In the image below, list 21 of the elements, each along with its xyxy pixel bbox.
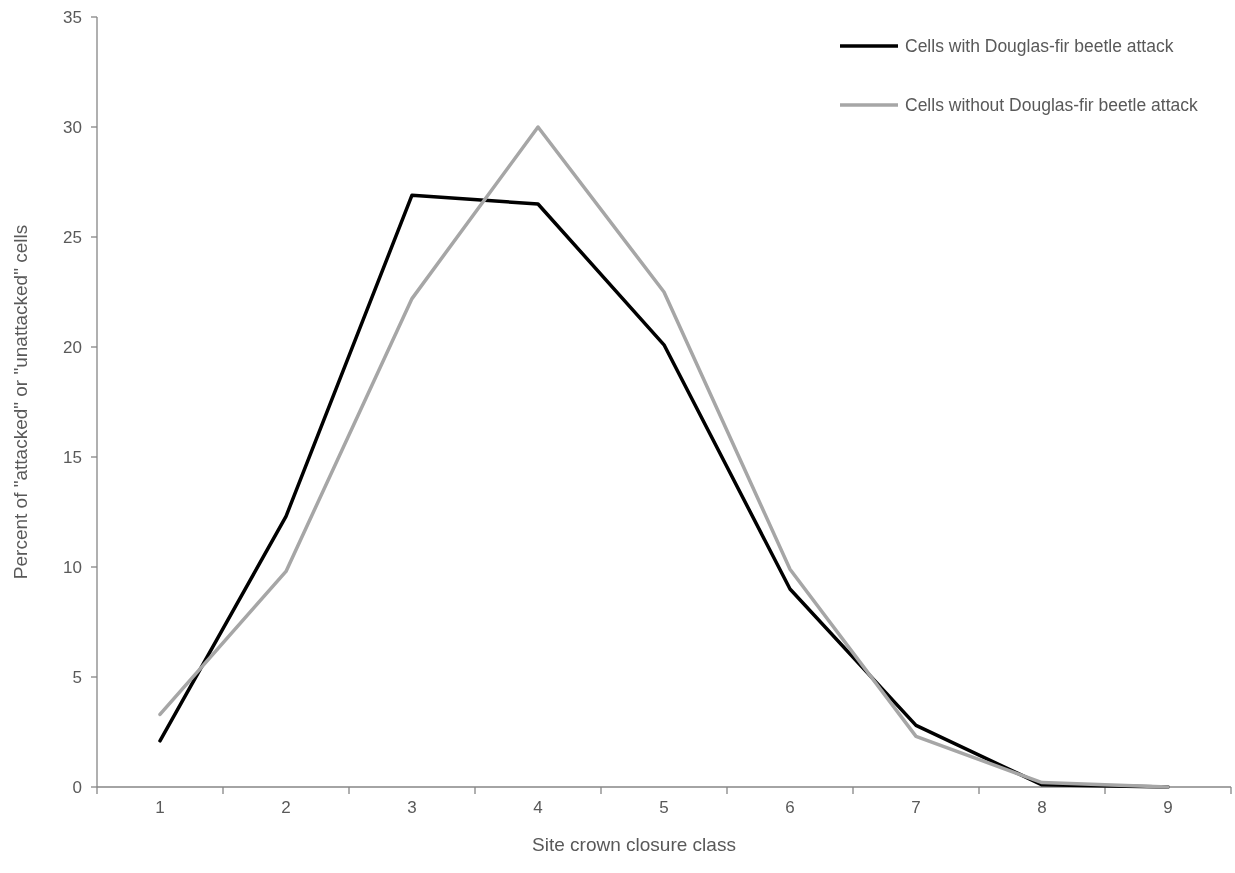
- legend-label: Cells without Douglas-fir beetle attack: [905, 95, 1199, 116]
- x-tick-label: 6: [785, 798, 795, 817]
- x-tick-label: 1: [155, 798, 165, 817]
- y-tick-label: 5: [72, 667, 82, 687]
- y-tick-label: 30: [63, 117, 82, 137]
- y-tick-label: 10: [63, 557, 82, 577]
- y-tick-label: 25: [63, 227, 82, 247]
- x-tick-label: 5: [659, 798, 669, 817]
- x-tick-label: 9: [1163, 798, 1173, 817]
- y-tick-label: 15: [63, 447, 82, 467]
- x-tick-label: 2: [281, 798, 291, 817]
- y-tick-label: 35: [63, 7, 82, 27]
- y-tick-label: 0: [72, 777, 82, 797]
- y-axis-title: Percent of "attacked" or "unattacked" cells: [10, 224, 31, 580]
- x-tick-label: 8: [1037, 798, 1047, 817]
- y-tick-label: 20: [63, 337, 82, 357]
- x-tick-label: 3: [407, 798, 417, 817]
- legend-label: Cells with Douglas-fir beetle attack: [905, 36, 1174, 57]
- x-axis-title: Site crown closure class: [532, 834, 736, 855]
- x-tick-label: 7: [911, 798, 921, 817]
- x-tick-label: 4: [533, 798, 543, 817]
